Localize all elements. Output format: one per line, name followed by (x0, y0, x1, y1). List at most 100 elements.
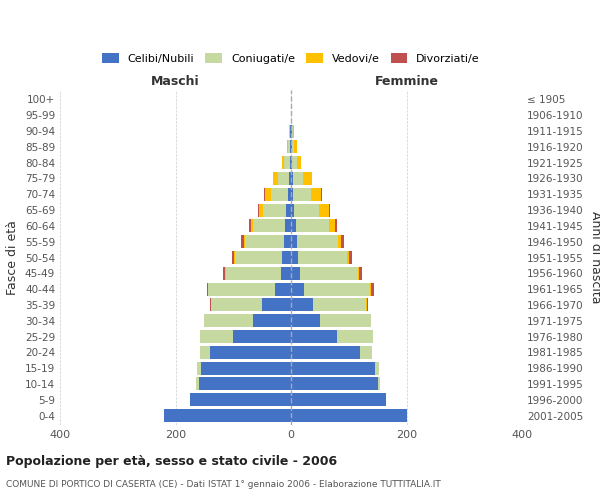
Bar (297, 156, 301, 169)
Bar (291, 330, 337, 343)
Bar (196, 378, 199, 390)
Bar (291, 346, 360, 359)
Bar (282, 156, 284, 169)
Bar (263, 204, 286, 216)
Bar (296, 220, 329, 232)
Bar (281, 267, 291, 280)
Bar (297, 235, 338, 248)
Bar (164, 409, 291, 422)
Bar (232, 251, 235, 264)
Bar (223, 267, 225, 280)
Bar (199, 378, 291, 390)
Bar (291, 156, 292, 169)
Bar (284, 235, 291, 248)
Bar (265, 188, 271, 201)
Bar (257, 204, 259, 216)
Bar (291, 267, 300, 280)
Bar (291, 251, 298, 264)
Bar (291, 204, 295, 216)
Bar (285, 220, 291, 232)
Bar (335, 220, 337, 232)
Bar (292, 156, 297, 169)
Bar (329, 220, 335, 232)
Bar (291, 362, 375, 374)
Bar (278, 172, 289, 185)
Bar (291, 172, 293, 185)
Bar (295, 140, 297, 153)
Bar (241, 235, 244, 248)
Bar (226, 267, 281, 280)
Bar (197, 362, 202, 374)
Bar (292, 124, 293, 138)
Bar (359, 267, 362, 280)
Bar (190, 393, 291, 406)
Bar (291, 124, 292, 138)
Bar (288, 140, 290, 153)
Bar (283, 251, 291, 264)
Bar (205, 314, 253, 327)
Bar (233, 330, 291, 343)
Bar (370, 282, 371, 296)
Bar (289, 124, 290, 138)
Text: COMUNE DI PORTICO DI CASERTA (CE) - Dati ISTAT 1° gennaio 2006 - Elaborazione TU: COMUNE DI PORTICO DI CASERTA (CE) - Dati… (6, 480, 441, 489)
Bar (313, 298, 366, 312)
Bar (291, 298, 313, 312)
Bar (341, 235, 344, 248)
Bar (200, 346, 210, 359)
Bar (253, 220, 285, 232)
Bar (338, 235, 341, 248)
Bar (262, 298, 291, 312)
Bar (271, 188, 288, 201)
Bar (245, 235, 284, 248)
Bar (250, 220, 251, 232)
Bar (284, 156, 290, 169)
Bar (319, 204, 329, 216)
Bar (251, 220, 253, 232)
Bar (291, 314, 320, 327)
Bar (206, 282, 208, 296)
Bar (290, 140, 291, 153)
Bar (291, 188, 293, 201)
Y-axis label: Anni di nascita: Anni di nascita (589, 211, 600, 304)
Bar (210, 298, 211, 312)
Bar (211, 298, 262, 312)
Bar (289, 172, 291, 185)
Bar (259, 204, 263, 216)
Bar (291, 393, 386, 406)
Bar (349, 251, 352, 264)
Bar (371, 282, 374, 296)
Bar (375, 362, 379, 374)
Bar (300, 267, 358, 280)
Bar (311, 188, 321, 201)
Bar (293, 172, 303, 185)
Bar (210, 346, 291, 359)
Text: Femmine: Femmine (374, 76, 439, 88)
Text: Maschi: Maschi (151, 76, 200, 88)
Bar (291, 409, 407, 422)
Bar (291, 140, 292, 153)
Bar (275, 282, 291, 296)
Bar (287, 140, 288, 153)
Bar (320, 314, 371, 327)
Bar (293, 188, 311, 201)
Bar (235, 251, 283, 264)
Bar (347, 251, 349, 264)
Bar (273, 172, 278, 185)
Bar (295, 204, 319, 216)
Bar (298, 251, 347, 264)
Bar (292, 140, 295, 153)
Bar (288, 188, 291, 201)
Text: Popolazione per età, sesso e stato civile - 2006: Popolazione per età, sesso e stato civil… (6, 455, 337, 468)
Bar (286, 204, 291, 216)
Bar (291, 235, 297, 248)
Bar (290, 124, 291, 138)
Bar (367, 298, 368, 312)
Bar (200, 330, 233, 343)
Bar (303, 172, 313, 185)
Bar (208, 282, 275, 296)
Bar (291, 378, 377, 390)
Bar (253, 314, 291, 327)
Y-axis label: Fasce di età: Fasce di età (7, 220, 19, 295)
Bar (360, 346, 372, 359)
Bar (304, 282, 370, 296)
